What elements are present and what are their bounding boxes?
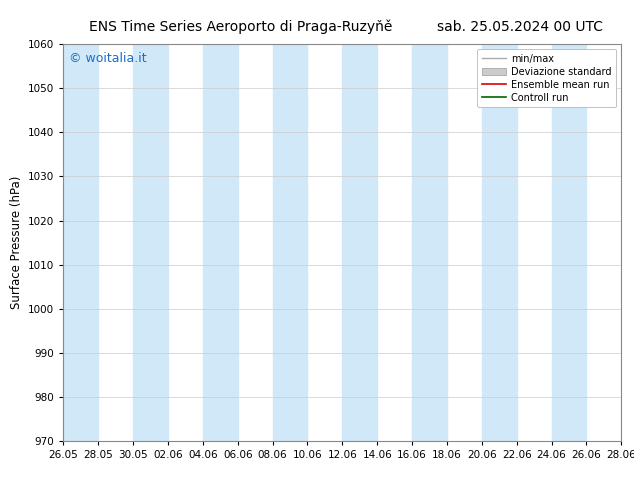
Legend: min/max, Deviazione standard, Ensemble mean run, Controll run: min/max, Deviazione standard, Ensemble m… <box>477 49 616 107</box>
Bar <box>273 44 307 441</box>
Text: ENS Time Series Aeroporto di Praga-Ruzyňě: ENS Time Series Aeroporto di Praga-Ruzyň… <box>89 20 392 34</box>
Text: © woitalia.it: © woitalia.it <box>69 52 146 65</box>
Bar <box>412 44 447 441</box>
Bar <box>342 44 377 441</box>
Bar <box>552 44 586 441</box>
Bar <box>203 44 238 441</box>
Text: sab. 25.05.2024 00 UTC: sab. 25.05.2024 00 UTC <box>437 20 603 34</box>
Bar <box>482 44 517 441</box>
Y-axis label: Surface Pressure (hPa): Surface Pressure (hPa) <box>10 176 23 309</box>
Bar <box>63 44 98 441</box>
Bar <box>133 44 168 441</box>
